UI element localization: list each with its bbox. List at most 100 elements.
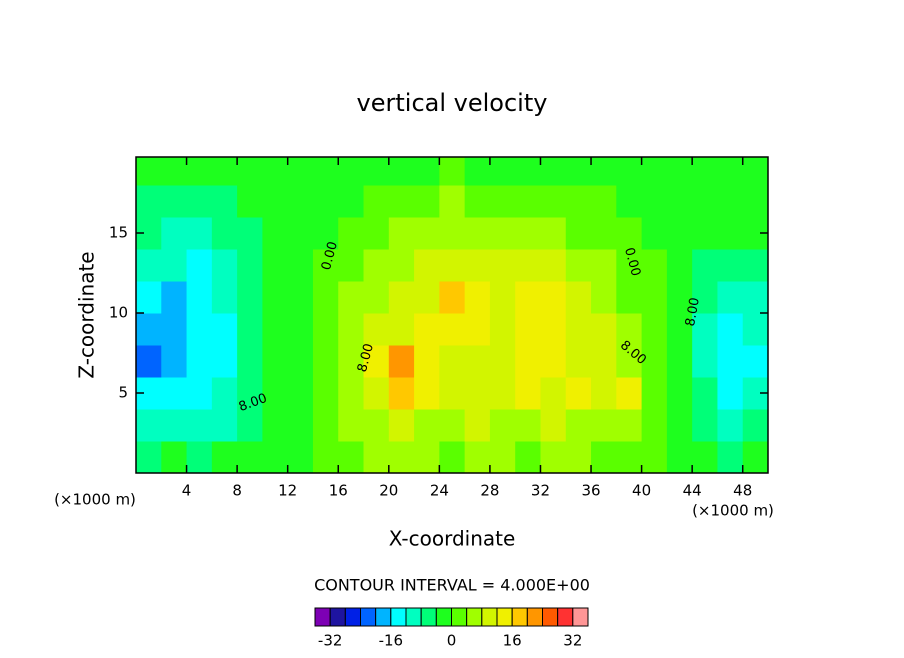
field-cell	[692, 217, 718, 250]
colorbar-swatch	[360, 607, 377, 627]
field-cell	[591, 157, 617, 186]
field-cell	[312, 217, 339, 250]
field-cell	[363, 441, 390, 474]
field-cell	[692, 249, 718, 282]
field-cell	[692, 345, 718, 378]
colorbar-swatch	[557, 607, 574, 627]
field-cell	[641, 441, 668, 474]
field-cell	[414, 281, 440, 314]
field-cell	[692, 157, 718, 186]
field-cell	[287, 217, 314, 250]
field-cell	[388, 157, 415, 186]
colorbar-swatch	[314, 607, 331, 627]
x-unit-label: (×1000 m)	[692, 502, 774, 520]
field-cell	[287, 185, 314, 218]
field-cell	[439, 345, 466, 378]
colorbar-swatch	[451, 607, 468, 627]
footer-note: CONTOUR INTERVAL = 4.000E+00	[314, 576, 590, 595]
colorbar-tick-label: 0	[447, 632, 457, 650]
field-cell	[136, 281, 162, 314]
field-cell	[591, 377, 617, 410]
field-cell	[312, 249, 339, 282]
field-cell	[591, 313, 617, 346]
y-tick-label: 15	[109, 224, 128, 242]
field-cell	[211, 345, 238, 378]
field-cell	[666, 281, 693, 314]
field-cell	[312, 157, 339, 186]
field-cell	[262, 249, 289, 282]
field-cell	[489, 313, 516, 346]
field-cell	[338, 441, 365, 474]
field-cell	[616, 217, 643, 250]
field-cell	[338, 157, 365, 186]
field-cell	[565, 313, 592, 346]
colorbar-swatch	[435, 607, 453, 627]
colorbar-swatch	[420, 607, 437, 627]
field-cell	[237, 377, 263, 410]
field-cell	[540, 441, 567, 474]
field-cell	[616, 345, 643, 378]
field-cell	[616, 157, 643, 186]
field-cell	[439, 217, 466, 250]
field-cell	[489, 217, 516, 250]
x-tick-label: 32	[531, 482, 550, 500]
contour-label: 0.00	[621, 246, 643, 278]
field-cell	[717, 441, 744, 474]
field-cell	[641, 313, 668, 346]
x-tick-label: 4	[182, 482, 192, 500]
field-cell	[641, 377, 668, 410]
field-cell	[540, 345, 567, 378]
x-tick-label: 48	[733, 482, 752, 500]
field-cell	[388, 377, 415, 410]
field-cell	[717, 217, 744, 250]
field-cell	[565, 157, 592, 186]
field-cell	[692, 377, 718, 410]
field-cell	[540, 185, 567, 218]
colorbar-swatch	[405, 607, 422, 627]
field-cell	[515, 281, 541, 314]
field-cell	[692, 409, 718, 442]
field-cell	[515, 157, 541, 186]
field-cell	[312, 313, 339, 346]
field-cell	[211, 157, 238, 186]
field-cell	[388, 441, 415, 474]
field-cell	[287, 441, 314, 474]
x-tick-label: 20	[379, 482, 398, 500]
colorbar-swatch	[481, 607, 498, 627]
field-cell	[237, 441, 263, 474]
field-cell	[540, 313, 567, 346]
field-cell	[540, 281, 567, 314]
field-cell	[717, 345, 744, 378]
field-cell	[489, 409, 516, 442]
field-cell	[287, 409, 314, 442]
field-cell	[439, 409, 466, 442]
field-cell	[161, 281, 188, 314]
field-cell	[237, 409, 263, 442]
field-cell	[666, 377, 693, 410]
field-cell	[464, 441, 491, 474]
field-cell	[742, 409, 769, 442]
field-cell	[692, 185, 718, 218]
field-cell	[186, 409, 213, 442]
field-cell	[489, 345, 516, 378]
field-cell	[414, 313, 440, 346]
field-cell	[591, 281, 617, 314]
field-cell	[489, 249, 516, 282]
field-cell	[565, 281, 592, 314]
colorbar-swatch	[496, 607, 513, 627]
field-cell	[464, 185, 491, 218]
field-cell	[363, 281, 390, 314]
field-cell	[641, 217, 668, 250]
field-cell	[262, 281, 289, 314]
field-cell	[591, 409, 617, 442]
field-cell	[414, 409, 440, 442]
field-cell	[717, 377, 744, 410]
field-cell	[616, 249, 643, 282]
field-cell	[161, 377, 188, 410]
field-cell	[388, 249, 415, 282]
field-cell	[439, 377, 466, 410]
field-cell	[641, 157, 668, 186]
field-cell	[186, 345, 213, 378]
field-cell	[136, 157, 162, 186]
field-cell	[161, 345, 188, 378]
